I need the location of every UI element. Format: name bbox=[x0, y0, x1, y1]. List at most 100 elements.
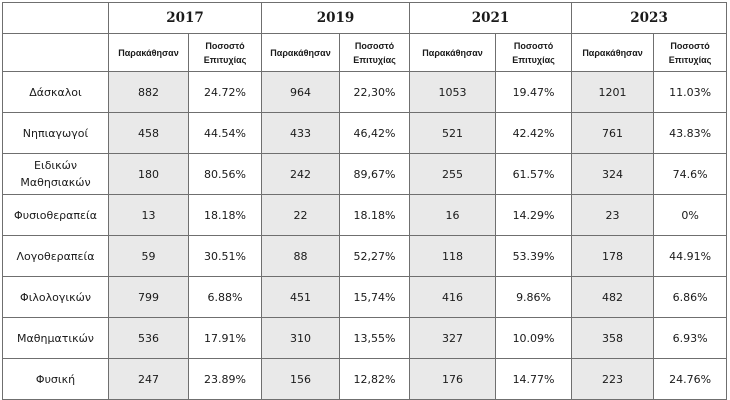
subheader-corner-cell bbox=[2, 33, 109, 72]
count-cell: 247 bbox=[108, 358, 189, 400]
rate-cell: 6.86% bbox=[653, 276, 728, 318]
year-header: 2017 bbox=[107, 2, 263, 34]
count-cell: 964 bbox=[261, 71, 341, 113]
count-cell: 521 bbox=[409, 112, 497, 154]
count-cell: 327 bbox=[409, 317, 497, 359]
table-row: Φυσιοθεραπεία 13 18.18% 22 18.18% 16 14.29% 23 0… bbox=[2, 194, 728, 236]
rate-header-line: Ποσοστό bbox=[513, 40, 554, 51]
rate-header-line: Επιτυχίας bbox=[353, 54, 396, 65]
count-column-header: Παρακάθησαν bbox=[571, 33, 655, 72]
rate-cell: 13,55% bbox=[339, 317, 411, 359]
rate-cell: 44.91% bbox=[653, 235, 728, 277]
rate-cell: 0% bbox=[653, 194, 728, 236]
rate-cell: 89,67% bbox=[339, 153, 411, 195]
rate-cell: 17.91% bbox=[187, 317, 263, 359]
count-cell: 761 bbox=[571, 112, 655, 154]
count-cell: 180 bbox=[108, 153, 189, 195]
count-cell: 255 bbox=[409, 153, 497, 195]
subheader-row: Παρακάθησαν Ποσοστό Επιτυχίας Παρακάθησαν Πο… bbox=[2, 33, 728, 72]
count-cell: 482 bbox=[571, 276, 655, 318]
rate-header-line: Ποσοστό bbox=[670, 40, 710, 51]
rate-cell: 14.29% bbox=[495, 194, 573, 236]
rate-cell: 12,82% bbox=[339, 358, 411, 400]
table-row: Φυσική 247 23.89% 156 12,82% 176 14.77% 223 24.7… bbox=[2, 358, 728, 400]
rate-header-line: Ποσοστό bbox=[354, 40, 395, 51]
count-cell: 458 bbox=[108, 112, 189, 154]
table-row: Νηπιαγωγοί 458 44.54% 433 46,42% 521 42.42% 761… bbox=[2, 112, 728, 154]
corner-cell bbox=[2, 2, 109, 34]
rate-header-line: Ποσοστό bbox=[205, 40, 245, 51]
rate-cell: 6.88% bbox=[187, 276, 263, 318]
table-row: Δάσκαλοι 882 24.72% 964 22,30% 1053 19.47% 1201… bbox=[2, 71, 728, 113]
rate-header-line: Επιτυχίας bbox=[203, 54, 247, 65]
count-cell: 118 bbox=[409, 235, 497, 277]
rate-cell: 18.18% bbox=[187, 194, 263, 236]
count-cell: 536 bbox=[108, 317, 189, 359]
row-label: Φυσική bbox=[2, 358, 109, 400]
row-label-line: Φιλολογικών bbox=[20, 290, 91, 304]
table-row: Ειδικών Μαθησιακών 180 80.56% 242 89,67% 255 61… bbox=[2, 153, 728, 195]
rate-cell: 11.03% bbox=[653, 71, 728, 113]
row-label-line: Μαθηματικών bbox=[17, 331, 94, 345]
count-cell: 88 bbox=[261, 235, 341, 277]
rate-column-header: Ποσοστό Επιτυχίας bbox=[495, 33, 573, 72]
table-row: Μαθηματικών 536 17.91% 310 13,55% 327 10.09% 35… bbox=[2, 317, 728, 359]
rate-cell: 80.56% bbox=[187, 153, 263, 195]
count-cell: 416 bbox=[409, 276, 497, 318]
row-label: Νηπιαγωγοί bbox=[2, 112, 109, 154]
count-cell: 16 bbox=[409, 194, 497, 236]
row-label: Μαθηματικών bbox=[2, 317, 109, 359]
rate-cell: 23.89% bbox=[187, 358, 263, 400]
rate-cell: 14.77% bbox=[495, 358, 573, 400]
rate-cell: 24.72% bbox=[187, 71, 263, 113]
rate-cell: 42.42% bbox=[495, 112, 573, 154]
rate-column-header: Ποσοστό Επιτυχίας bbox=[339, 33, 411, 72]
count-cell: 22 bbox=[261, 194, 341, 236]
row-label-line: Νηπιαγωγοί bbox=[22, 126, 89, 140]
rate-cell: 9.86% bbox=[495, 276, 573, 318]
count-column-header: Παρακάθησαν bbox=[108, 33, 189, 72]
count-column-header: Παρακάθησαν bbox=[261, 33, 341, 72]
rate-cell: 15,74% bbox=[339, 276, 411, 318]
rate-cell: 74.6% bbox=[653, 153, 728, 195]
count-cell: 176 bbox=[409, 358, 497, 400]
rate-cell: 30.51% bbox=[187, 235, 263, 277]
count-cell: 13 bbox=[108, 194, 189, 236]
count-cell: 223 bbox=[571, 358, 655, 400]
count-cell: 178 bbox=[571, 235, 655, 277]
table-row: Λογοθεραπεία 59 30.51% 88 52,27% 118 53.39% 178… bbox=[2, 235, 728, 277]
rate-cell: 10.09% bbox=[495, 317, 573, 359]
row-label-line: Ειδικών bbox=[34, 159, 77, 172]
count-cell: 1201 bbox=[571, 71, 655, 113]
count-cell: 433 bbox=[261, 112, 341, 154]
rate-column-header: Ποσοστό Επιτυχίας bbox=[653, 33, 728, 72]
count-cell: 358 bbox=[571, 317, 655, 359]
rate-cell: 22,30% bbox=[339, 71, 411, 113]
count-cell: 242 bbox=[261, 153, 341, 195]
row-label-line: Λογοθεραπεία bbox=[16, 249, 95, 263]
rate-cell: 19.47% bbox=[495, 71, 573, 113]
row-label-line: Φυσική bbox=[35, 372, 76, 386]
row-label: Λογοθεραπεία bbox=[2, 235, 109, 277]
count-cell: 59 bbox=[108, 235, 189, 277]
row-label-line: Μαθησιακών bbox=[20, 176, 91, 189]
rate-cell: 6.93% bbox=[653, 317, 728, 359]
count-column-header: Παρακάθησαν bbox=[409, 33, 497, 72]
row-label-line: Δάσκαλοι bbox=[29, 85, 82, 99]
count-cell: 23 bbox=[571, 194, 655, 236]
count-cell: 799 bbox=[108, 276, 189, 318]
count-cell: 156 bbox=[261, 358, 341, 400]
count-cell: 1053 bbox=[409, 71, 497, 113]
year-header: 2021 bbox=[409, 2, 573, 34]
rate-header-line: Επιτυχίας bbox=[668, 54, 712, 65]
rate-cell: 46,42% bbox=[339, 112, 411, 154]
year-header-row: 2017 2019 2021 2023 bbox=[2, 2, 728, 34]
count-cell: 324 bbox=[571, 153, 655, 195]
rate-cell: 53.39% bbox=[495, 235, 573, 277]
rate-header-line: Επιτυχίας bbox=[512, 54, 555, 65]
rate-cell: 44.54% bbox=[187, 112, 263, 154]
count-cell: 882 bbox=[108, 71, 189, 113]
row-label: Δάσκαλοι bbox=[2, 71, 109, 113]
table-body: Δάσκαλοι 882 24.72% 964 22,30% 1053 19.47% 1201… bbox=[2, 71, 728, 400]
